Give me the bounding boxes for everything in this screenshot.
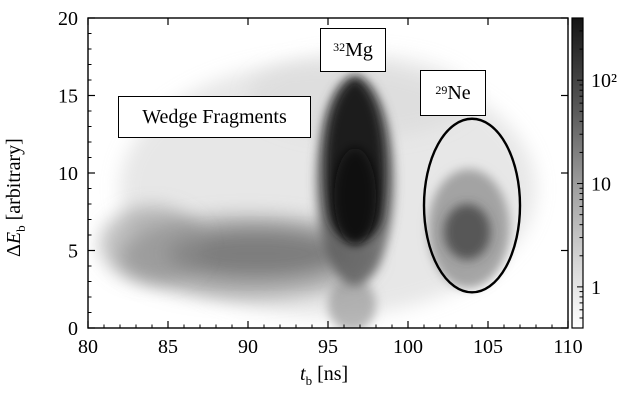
wedge-fragments-label: Wedge Fragments	[118, 96, 311, 138]
mg32-label: 32 Mg	[320, 28, 386, 72]
x-tick-label: 100	[393, 336, 423, 358]
colorbar-tick-label: 10²	[591, 70, 617, 92]
x-tick-label: 80	[78, 336, 98, 358]
y-axis-variable: E	[3, 231, 25, 245]
x-tick-label: 110	[553, 336, 582, 358]
mg-lower-streak	[328, 277, 376, 328]
wedge-band-left	[100, 206, 204, 283]
wedge-band-core	[168, 230, 344, 277]
y-tick-label: 10	[58, 163, 78, 185]
wedge-fragments-text: Wedge Fragments	[142, 105, 287, 128]
x-axis-variable: t	[300, 363, 306, 385]
mg32-element: Mg	[345, 38, 373, 61]
ne29-mass-number: 29	[435, 82, 448, 97]
x-tick-label: 85	[158, 336, 178, 358]
x-axis-unit: [ns]	[312, 363, 349, 385]
mg32-core	[334, 148, 377, 245]
y-tick-label: 20	[58, 8, 78, 30]
ne29-selection-ellipse	[422, 117, 522, 294]
x-axis-subscript: b	[305, 373, 313, 388]
y-axis-unit: [arbitrary]	[3, 138, 25, 226]
y-axis-delta: Δ	[3, 244, 25, 257]
x-tick-label: 90	[238, 336, 258, 358]
x-tick-label: 105	[473, 336, 503, 358]
ne29-element: Ne	[447, 81, 471, 104]
ne29-cluster	[444, 204, 491, 260]
y-tick-label: 5	[68, 241, 78, 263]
x-tick-label: 95	[318, 336, 338, 358]
colorbar	[571, 17, 584, 329]
colorbar-tick-label: 10	[591, 174, 611, 196]
y-axis-title: ΔEb [arbitrary]	[3, 87, 29, 257]
y-tick-label: 0	[68, 318, 78, 340]
y-tick-label: 15	[58, 86, 78, 108]
y-axis-subscript: b	[13, 225, 28, 232]
mg32-mass-number: 32	[333, 39, 346, 54]
colorbar-tick-label: 1	[591, 277, 601, 299]
x-axis-title: tb [ns]	[300, 363, 348, 389]
ne29-label: 29 Ne	[420, 70, 486, 116]
